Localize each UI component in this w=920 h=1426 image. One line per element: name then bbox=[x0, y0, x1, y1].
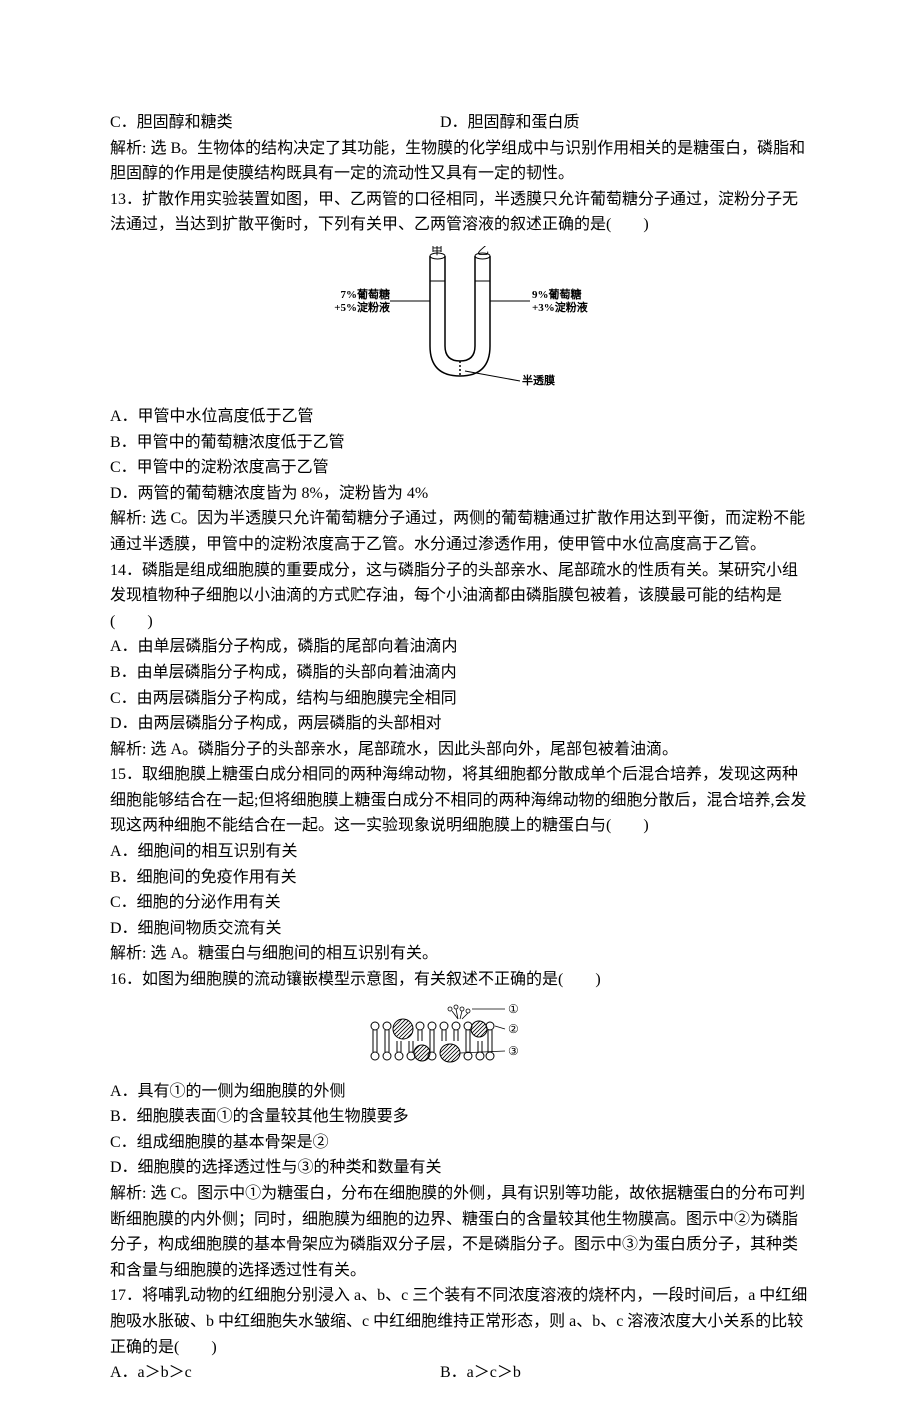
q13-opt-a: A．甲管中水位高度低于乙管 bbox=[110, 404, 810, 430]
membrane-label: 半透膜 bbox=[522, 373, 555, 387]
ubend-icon: 甲 乙 7%葡萄糖 +5%淀粉液 9%葡萄糖 +3%淀粉液 半透膜 bbox=[320, 246, 600, 396]
q16-diagram: ① ② bbox=[110, 1001, 810, 1071]
q17-opt-a: A．a＞b＞c bbox=[110, 1360, 440, 1386]
q15-opt-b: B．细胞间的免疫作用有关 bbox=[110, 865, 810, 891]
q16-stem: 16．如图为细胞膜的流动镶嵌模型示意图，有关叙述不正确的是( ) bbox=[110, 967, 810, 993]
q16-opt-b: B．细胞膜表面①的含量较其他生物膜要多 bbox=[110, 1104, 810, 1130]
label-2: ② bbox=[508, 1022, 519, 1036]
q14-opt-d: D．由两层磷脂分子构成，两层磷脂的头部相对 bbox=[110, 711, 810, 737]
q15-opt-a: A．细胞间的相互识别有关 bbox=[110, 839, 810, 865]
protein-3 bbox=[440, 1044, 460, 1062]
q17-opt-b: B．a＞c＞b bbox=[440, 1360, 810, 1386]
q12-explain: 解析: 选 B。生物体的结构决定了其功能，生物膜的化学组成中与识别作用相关的是糖… bbox=[110, 136, 810, 187]
label-1: ① bbox=[508, 1002, 519, 1016]
q14-stem: 14．磷脂是组成细胞膜的重要成分，这与磷脂分子的头部亲水、尾部疏水的性质有关。某… bbox=[110, 558, 810, 635]
q13-opt-c: C．甲管中的淀粉浓度高于乙管 bbox=[110, 455, 810, 481]
q12-options-cd: C．胆固醇和糖类 D．胆固醇和蛋白质 bbox=[110, 110, 810, 136]
right-text2: +3%淀粉液 bbox=[532, 300, 589, 314]
q15-stem: 15．取细胞膜上糖蛋白成分相同的两种海绵动物，将其细胞都分散成单个后混合培养，发… bbox=[110, 762, 810, 839]
q16-opt-d: D．细胞膜的选择透过性与③的种类和数量有关 bbox=[110, 1155, 810, 1181]
q16-opt-c: C．组成细胞膜的基本骨架是② bbox=[110, 1130, 810, 1156]
q14-opt-a: A．由单层磷脂分子构成，磷脂的尾部向着油滴内 bbox=[110, 634, 810, 660]
q13-opt-b: B．甲管中的葡萄糖浓度低于乙管 bbox=[110, 430, 810, 456]
q12-opt-d: D．胆固醇和蛋白质 bbox=[440, 110, 810, 136]
q17-stem: 17．将哺乳动物的红细胞分别浸入 a、b、c 三个装有不同浓度溶液的烧杯内，一段… bbox=[110, 1283, 810, 1360]
q16-explain: 解析: 选 C。图示中①为糖蛋白，分布在细胞膜的外侧，具有识别等功能，故依据糖蛋… bbox=[110, 1181, 810, 1283]
label-3: ③ bbox=[508, 1044, 519, 1058]
protein-2 bbox=[414, 1045, 430, 1061]
left-text2: +5%淀粉液 bbox=[334, 300, 391, 314]
q17-options-ab: A．a＞b＞c B．a＞c＞b bbox=[110, 1360, 810, 1386]
protein-4 bbox=[471, 1021, 487, 1037]
left-text1: 7%葡萄糖 bbox=[341, 287, 391, 301]
phospholipid-bottom bbox=[371, 1041, 494, 1060]
glycoprotein bbox=[448, 1005, 470, 1019]
q13-diagram: 甲 乙 7%葡萄糖 +5%淀粉液 9%葡萄糖 +3%淀粉液 半透膜 bbox=[110, 246, 810, 396]
q13-opt-d: D．两管的葡萄糖浓度皆为 8%，淀粉皆为 4% bbox=[110, 481, 810, 507]
q14-opt-c: C．由两层磷脂分子构成，结构与细胞膜完全相同 bbox=[110, 686, 810, 712]
q13-explain: 解析: 选 C。因为半透膜只允许葡萄糖分子通过，两侧的葡萄糖通过扩散作用达到平衡… bbox=[110, 506, 810, 557]
q15-opt-d: D．细胞间物质交流有关 bbox=[110, 916, 810, 942]
q16-opt-a: A．具有①的一侧为细胞膜的外侧 bbox=[110, 1079, 810, 1105]
q15-opt-c: C．细胞的分泌作用有关 bbox=[110, 890, 810, 916]
right-text1: 9%葡萄糖 bbox=[532, 287, 582, 301]
membrane-icon: ① ② bbox=[360, 1001, 560, 1071]
q13-stem: 13．扩散作用实验装置如图，甲、乙两管的口径相同，半透膜只允许葡萄糖分子通过，淀… bbox=[110, 187, 810, 238]
label-yi: 乙 bbox=[477, 246, 489, 257]
protein-1 bbox=[393, 1019, 413, 1039]
label-jia: 甲 bbox=[431, 246, 443, 257]
q12-opt-c: C．胆固醇和糖类 bbox=[110, 110, 440, 136]
q15-explain: 解析: 选 A。糖蛋白与细胞间的相互识别有关。 bbox=[110, 941, 810, 967]
q14-opt-b: B．由单层磷脂分子构成，磷脂的头部向着油滴内 bbox=[110, 660, 810, 686]
q14-explain: 解析: 选 A。磷脂分子的头部亲水，尾部疏水，因此头部向外，尾部包被着油滴。 bbox=[110, 737, 810, 763]
